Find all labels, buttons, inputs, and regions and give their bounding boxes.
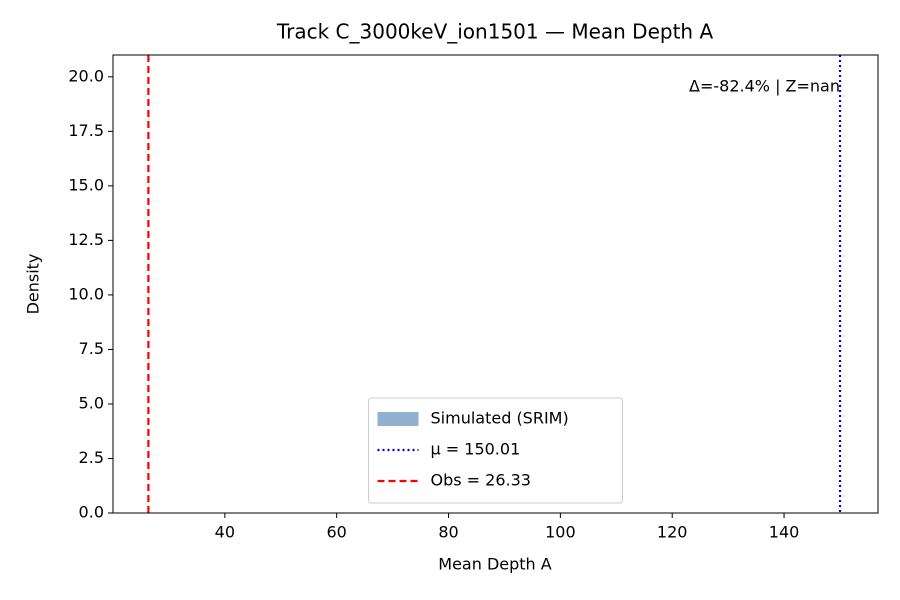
y-axis-label: Density	[24, 254, 43, 315]
annotation: Δ=-82.4% | Z=nan	[689, 77, 840, 96]
y-tick-label: 20.0	[68, 66, 104, 85]
legend-label: Obs = 26.33	[431, 471, 531, 490]
y-tick-label: 12.5	[68, 230, 104, 249]
y-tick-label: 10.0	[68, 284, 104, 303]
legend-label: μ = 150.01	[431, 440, 521, 459]
x-tick-label: 40	[215, 523, 235, 542]
legend-label: Simulated (SRIM)	[431, 409, 569, 428]
chart-title: Track C_3000keV_ion1501 — Mean Depth A	[276, 20, 714, 44]
y-tick-label: 15.0	[68, 175, 104, 194]
y-tick-label: 5.0	[79, 393, 104, 412]
y-tick-label: 0.0	[79, 503, 104, 522]
y-tick-label: 7.5	[79, 339, 104, 358]
legend-swatch	[377, 412, 419, 426]
x-tick-label: 140	[769, 523, 800, 542]
y-tick-label: 17.5	[68, 121, 104, 140]
x-tick-label: 100	[545, 523, 576, 542]
plot-frame	[112, 54, 879, 514]
x-axis-label: Mean Depth A	[438, 555, 552, 574]
x-tick-label: 60	[327, 523, 347, 542]
legend-box	[368, 397, 623, 504]
x-tick-label: 120	[657, 523, 688, 542]
y-tick-label: 2.5	[79, 448, 104, 467]
x-tick-label: 80	[438, 523, 458, 542]
